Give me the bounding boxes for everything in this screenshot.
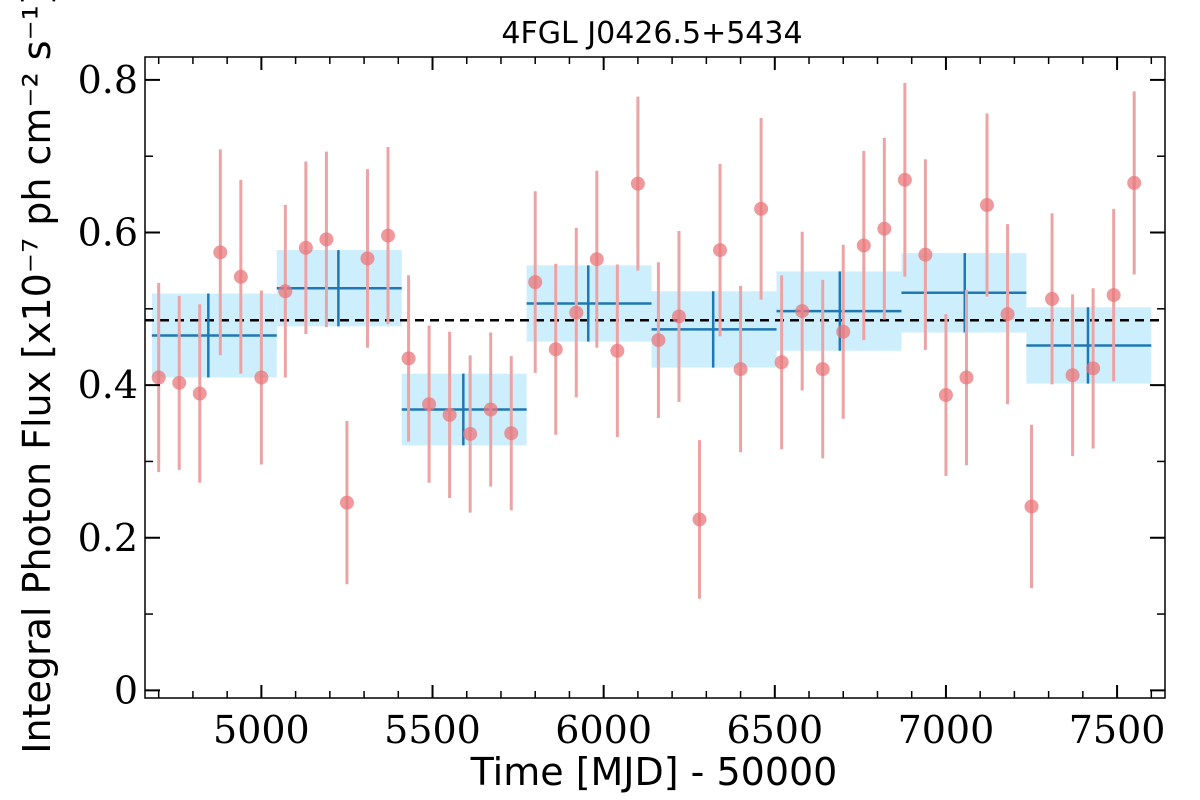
y-tick-label: 0.4 xyxy=(78,363,138,407)
monthly-data-point xyxy=(172,375,187,390)
monthly-data-point xyxy=(339,495,354,510)
x-tick-label: 5000 xyxy=(213,708,310,752)
monthly-data-point xyxy=(938,388,953,403)
x-tick-label: 5500 xyxy=(384,708,481,752)
monthly-data-point xyxy=(278,284,293,299)
monthly-data-point xyxy=(548,342,563,357)
monthly-data-point xyxy=(381,228,396,243)
monthly-data-point xyxy=(856,238,871,253)
monthly-data-point xyxy=(713,243,728,258)
monthly-data-point xyxy=(463,426,478,441)
monthly-data-point xyxy=(401,351,416,366)
y-tick-label: 0.2 xyxy=(78,516,138,560)
monthly-data-point xyxy=(671,309,686,324)
monthly-data-point xyxy=(795,304,810,319)
monthly-data-point xyxy=(836,324,851,339)
monthly-data-point xyxy=(483,402,498,417)
monthly-data-point xyxy=(610,343,625,358)
monthly-points-layer xyxy=(151,82,1142,599)
monthly-data-point xyxy=(959,370,974,385)
monthly-data-point xyxy=(151,370,166,385)
monthly-data-point xyxy=(192,386,207,401)
monthly-data-point xyxy=(298,240,313,255)
monthly-data-point xyxy=(589,252,604,267)
monthly-data-point xyxy=(233,269,248,284)
y-axis-title-group: Integral Photon Flux [x10⁻⁷ ph cm⁻² s⁻¹] xyxy=(15,0,59,754)
x-tick-label: 6500 xyxy=(726,708,823,752)
yearly-bins-fill-layer xyxy=(151,250,1152,446)
monthly-data-point xyxy=(733,362,748,377)
monthly-data-point xyxy=(774,355,789,370)
monthly-data-point xyxy=(692,512,707,527)
y-tick-label: 0.8 xyxy=(78,58,138,102)
monthly-data-point xyxy=(1127,175,1142,190)
monthly-data-point xyxy=(504,426,519,441)
y-tick-label: 0.6 xyxy=(78,211,138,255)
monthly-data-point xyxy=(630,176,645,191)
monthly-data-point xyxy=(528,275,543,290)
monthly-data-point xyxy=(980,198,995,213)
monthly-data-point xyxy=(442,407,457,422)
monthly-data-point xyxy=(360,251,375,266)
x-axis-title: Time [MJD] - 50000 xyxy=(470,750,838,794)
y-tick-label: 0 xyxy=(114,668,138,712)
x-tick-label: 7000 xyxy=(898,708,995,752)
x-tick-label: 7500 xyxy=(1069,708,1166,752)
monthly-data-point xyxy=(319,232,334,247)
monthly-data-point xyxy=(1086,361,1101,376)
monthly-data-point xyxy=(1000,307,1015,322)
monthly-data-point xyxy=(651,333,666,348)
chart-title: 4FGL J0426.5+5434 xyxy=(501,16,802,51)
monthly-data-point xyxy=(918,247,933,262)
monthly-data-point xyxy=(422,397,437,412)
monthly-data-point xyxy=(1024,499,1039,514)
monthly-data-point xyxy=(1106,288,1121,303)
axes-layer: 5000 5500 6000 6500 7000 7500 0 0.2 0.4 0.6 0.8 xyxy=(78,56,1166,752)
monthly-data-point xyxy=(815,362,830,377)
y-axis-title: Integral Photon Flux [x10⁻⁷ ph cm⁻² s⁻¹] xyxy=(15,0,59,754)
monthly-data-point xyxy=(877,221,892,236)
monthly-data-point xyxy=(754,201,769,216)
monthly-data-point xyxy=(1065,368,1080,383)
x-tick-label: 6000 xyxy=(555,708,652,752)
monthly-data-point xyxy=(897,172,912,187)
plot-frame xyxy=(144,56,1166,699)
monthly-data-point xyxy=(1045,291,1060,306)
monthly-data-point xyxy=(213,245,228,260)
monthly-data-point xyxy=(254,370,269,385)
monthly-data-point xyxy=(569,305,584,320)
